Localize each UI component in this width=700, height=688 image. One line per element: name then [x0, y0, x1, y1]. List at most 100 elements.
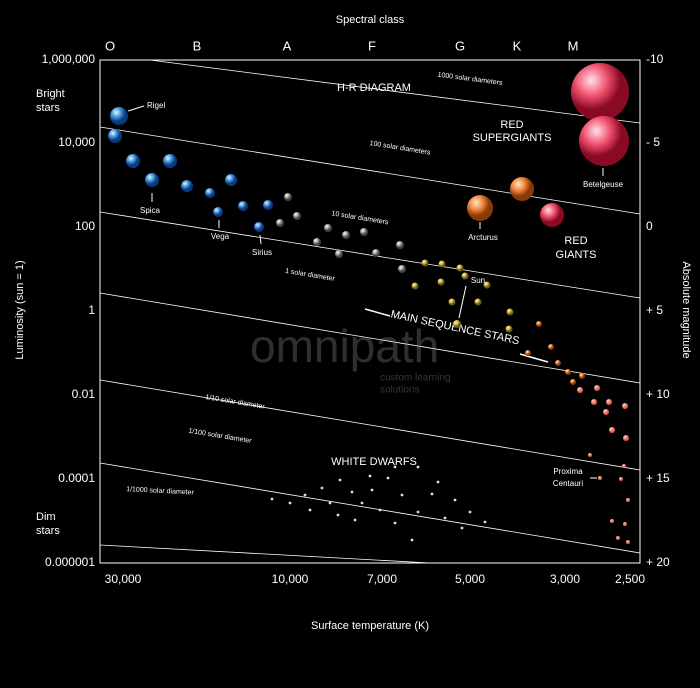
diameter-label: 100 solar diameters — [369, 140, 431, 157]
star-label: Betelgeuse — [583, 180, 624, 189]
bottom-tick-label: 30,000 — [105, 572, 142, 586]
star — [181, 180, 193, 192]
right-tick-label: - 5 — [646, 135, 660, 149]
white-dwarf — [393, 465, 397, 469]
white-dwarf — [443, 516, 447, 520]
star — [108, 129, 122, 143]
diameter-label: 10 solar diameters — [331, 210, 389, 226]
right-tick-label: -10 — [646, 52, 664, 66]
star — [360, 228, 368, 236]
white-dwarf — [386, 476, 390, 480]
diameter-label: 1/100 solar diameter — [188, 428, 253, 445]
note: stars — [36, 102, 60, 114]
white-dwarf — [368, 474, 372, 478]
bottom-tick-label: 7,000 — [367, 572, 397, 586]
star — [540, 203, 564, 227]
star — [610, 519, 614, 523]
left-axis-title: Luminosity (sun = 1) — [14, 260, 26, 359]
white-dwarf — [416, 510, 420, 514]
star — [622, 403, 628, 409]
region-label: RED — [500, 119, 523, 131]
white-dwarf — [436, 480, 440, 484]
star — [609, 427, 615, 433]
white-dwarf — [460, 526, 464, 530]
star — [293, 212, 301, 220]
spectral-class: M — [568, 38, 579, 53]
star — [313, 238, 321, 246]
white-dwarf — [328, 501, 332, 505]
top-axis-title: Spectral class — [336, 14, 405, 26]
star — [626, 498, 630, 502]
white-dwarf — [430, 492, 434, 496]
white-dwarf — [453, 498, 457, 502]
star — [616, 536, 620, 540]
star — [276, 219, 284, 227]
star-label: Arcturus — [468, 233, 498, 242]
star — [565, 369, 571, 375]
star — [579, 116, 629, 166]
right-axis-title: Absolute magnitude — [680, 261, 692, 358]
star — [342, 231, 350, 239]
white-dwarf — [400, 493, 404, 497]
star — [126, 154, 140, 168]
diameter-label: 1/1000 solar diameter — [126, 486, 195, 497]
white-dwarf — [483, 520, 487, 524]
left-tick-label: 1 — [88, 303, 95, 317]
star — [577, 387, 583, 393]
right-tick-label: + 5 — [646, 303, 663, 317]
watermark-tagline: custom learning — [380, 373, 451, 384]
spectral-class: G — [455, 38, 465, 53]
right-tick-label: 0 — [646, 219, 653, 233]
star-label: Sun — [471, 276, 485, 285]
star — [555, 360, 561, 366]
chart-title: H-R DIAGRAM — [337, 82, 411, 94]
watermark: omnipath custom learning solutions — [250, 320, 451, 395]
star — [525, 350, 531, 356]
star — [396, 241, 404, 249]
star — [456, 264, 464, 272]
bottom-tick-label: 3,000 — [550, 572, 580, 586]
star — [453, 320, 461, 328]
star — [238, 201, 248, 211]
left-tick-label: 0.01 — [72, 387, 96, 401]
star — [284, 193, 292, 201]
star — [461, 272, 469, 280]
star — [372, 249, 380, 257]
star — [536, 321, 542, 327]
bottom-axis-title: Surface temperature (K) — [311, 620, 429, 632]
star — [437, 278, 445, 286]
star-label: Spica — [140, 206, 161, 215]
diameter-label: 1/10 solar diameter — [205, 394, 266, 411]
star — [421, 259, 429, 267]
star — [506, 308, 514, 316]
region-label: RED — [564, 235, 587, 247]
star — [626, 540, 630, 544]
star — [622, 464, 626, 468]
left-tick-label: 0.0001 — [58, 471, 95, 485]
star-label: Proxima — [553, 467, 583, 476]
star — [163, 154, 177, 168]
star — [591, 399, 597, 405]
star — [324, 224, 332, 232]
note: Dim — [36, 511, 56, 523]
white-dwarf — [370, 488, 374, 492]
left-tick-label: 0.000001 — [45, 555, 95, 569]
star — [619, 477, 623, 481]
white-dwarf — [350, 490, 354, 494]
note: Bright — [36, 88, 65, 100]
white-dwarf — [338, 478, 342, 482]
spectral-class: O — [105, 38, 115, 53]
diameter-label: 1 solar diameter — [285, 268, 336, 283]
bottom-tick-label: 5,000 — [455, 572, 485, 586]
star — [213, 207, 223, 217]
right-tick-label: + 15 — [646, 471, 670, 485]
plot-frame — [99, 59, 641, 564]
watermark-brand: omnipath — [250, 320, 439, 372]
star — [438, 260, 446, 268]
region-label: GIANTS — [556, 249, 597, 261]
star — [263, 200, 273, 210]
star — [110, 107, 128, 125]
star-label: Vega — [211, 232, 230, 241]
